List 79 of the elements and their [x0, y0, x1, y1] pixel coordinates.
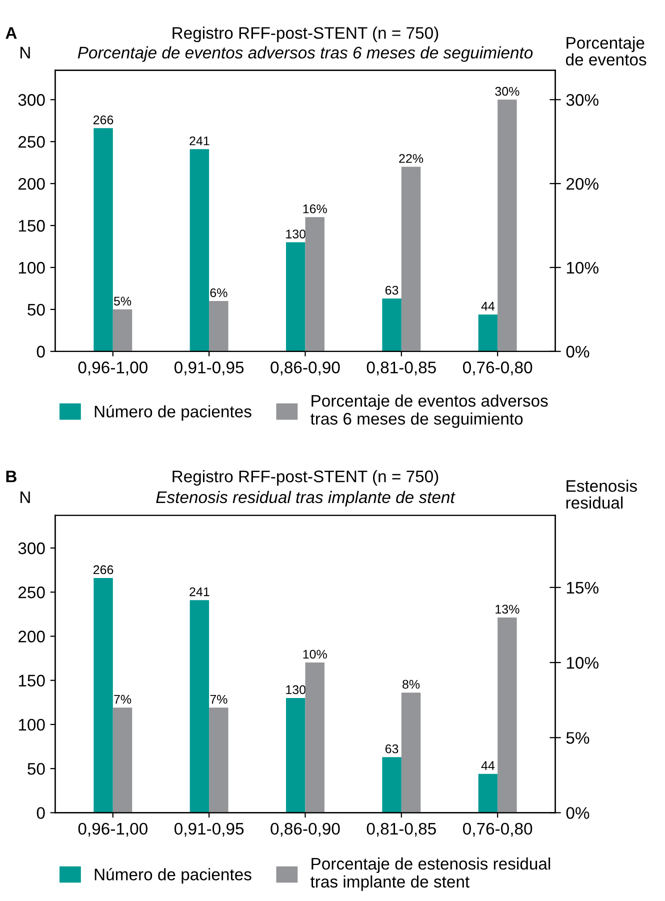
bar: [112, 309, 132, 352]
bar: [498, 617, 517, 813]
bar: [498, 100, 517, 352]
x-tick-label: 0,91-0,95: [174, 822, 244, 837]
y2-tick-label: 10%: [566, 656, 598, 669]
data-label: 266: [93, 115, 114, 124]
y2-axis-title: Porcentaje de eventos: [566, 36, 646, 66]
legend-label: Porcentaje de estenosis residual tras implante de stent: [310, 857, 550, 891]
y2-tick-label: 0%: [566, 807, 590, 819]
data-label: 63: [385, 286, 398, 295]
data-label: 13%: [496, 604, 520, 614]
data-label: 6%: [210, 288, 228, 298]
data-label: 130: [286, 685, 306, 694]
bar: [478, 314, 498, 352]
legend-label: Número de pacientes: [94, 868, 252, 884]
y-tick-label: 0: [36, 807, 45, 819]
chart-title: Registro RFF-post-STENT (n = 750): [172, 26, 438, 42]
data-label: 130: [286, 230, 306, 238]
data-label: 16%: [303, 204, 327, 214]
chart-subtitle: Estenosis residual tras implante de stent: [156, 490, 456, 506]
data-label: 30%: [495, 86, 520, 96]
y-tick-label: 300: [18, 542, 45, 554]
x-tick-label: 0,96-1,00: [78, 822, 148, 837]
data-label: 10%: [303, 650, 327, 659]
bar: [190, 149, 210, 352]
y2-tick-label: 10%: [566, 262, 598, 274]
y-tick-label: 250: [18, 136, 45, 148]
x-tick-label: 0,76-0,80: [463, 822, 532, 837]
bar: [478, 774, 498, 813]
y-axis-title: N: [20, 46, 30, 58]
bar: [94, 128, 113, 352]
y-axis-title: N: [20, 492, 30, 503]
y2-tick-label: 5%: [566, 732, 590, 744]
text: B: [6, 470, 16, 482]
data-label: 241: [190, 587, 210, 596]
data-label: 5%: [114, 296, 132, 306]
data-label: 44: [481, 761, 495, 770]
legend-label: Porcentaje de eventos adversos tras 6 meses de seguimiento: [310, 394, 548, 428]
x-tick-label: 0,96-1,00: [78, 362, 148, 376]
y2-tick-label: 0%: [566, 346, 590, 358]
y-tick-label: 300: [18, 94, 45, 106]
y-tick-label: 100: [18, 262, 45, 274]
y-tick-label: 50: [28, 304, 45, 316]
x-tick-label: 0,86-0,90: [270, 822, 340, 837]
x-tick-label: 0,81-0,85: [366, 362, 436, 376]
y-tick-label: 250: [18, 586, 45, 598]
x-tick-label: 0,81-0,85: [366, 822, 436, 837]
y-tick-label: 100: [18, 718, 45, 731]
data-label: 7%: [210, 694, 228, 704]
data-label: 22%: [399, 154, 424, 163]
bar: [401, 692, 421, 813]
bar: [401, 166, 421, 352]
y-tick-label: 0: [36, 346, 45, 358]
bar: [382, 298, 402, 352]
bar: [94, 578, 113, 813]
y-tick-label: 50: [28, 762, 45, 775]
y-tick-label: 150: [18, 220, 45, 232]
chart-title: Registro RFF-post-STENT (n = 750): [172, 470, 438, 486]
y-tick-label: 200: [18, 630, 45, 642]
data-label: 241: [190, 136, 210, 146]
data-label: 7%: [114, 694, 132, 704]
y2-tick-label: 15%: [566, 582, 598, 594]
y2-tick-label: 30%: [566, 94, 598, 106]
y-tick-label: 200: [18, 178, 45, 190]
y2-tick-label: 20%: [566, 178, 598, 190]
y2-axis-title: Estenosis residual: [566, 480, 637, 509]
bar: [209, 301, 228, 352]
bar: [190, 600, 210, 813]
legend-label: Número de pacientes: [94, 405, 252, 421]
x-tick-label: 0,76-0,80: [463, 362, 532, 376]
y-tick-label: 150: [18, 674, 45, 687]
data-label: 44: [481, 302, 495, 310]
data-label: 63: [385, 744, 398, 754]
x-tick-label: 0,86-0,90: [270, 362, 340, 376]
text: A: [6, 27, 17, 39]
chart-subtitle: Porcentaje de eventos adversos tras 6 meses de seguimiento: [78, 46, 533, 62]
data-label: 266: [93, 565, 114, 574]
data-label: 8%: [402, 680, 420, 689]
x-tick-label: 0,91-0,95: [174, 362, 244, 376]
